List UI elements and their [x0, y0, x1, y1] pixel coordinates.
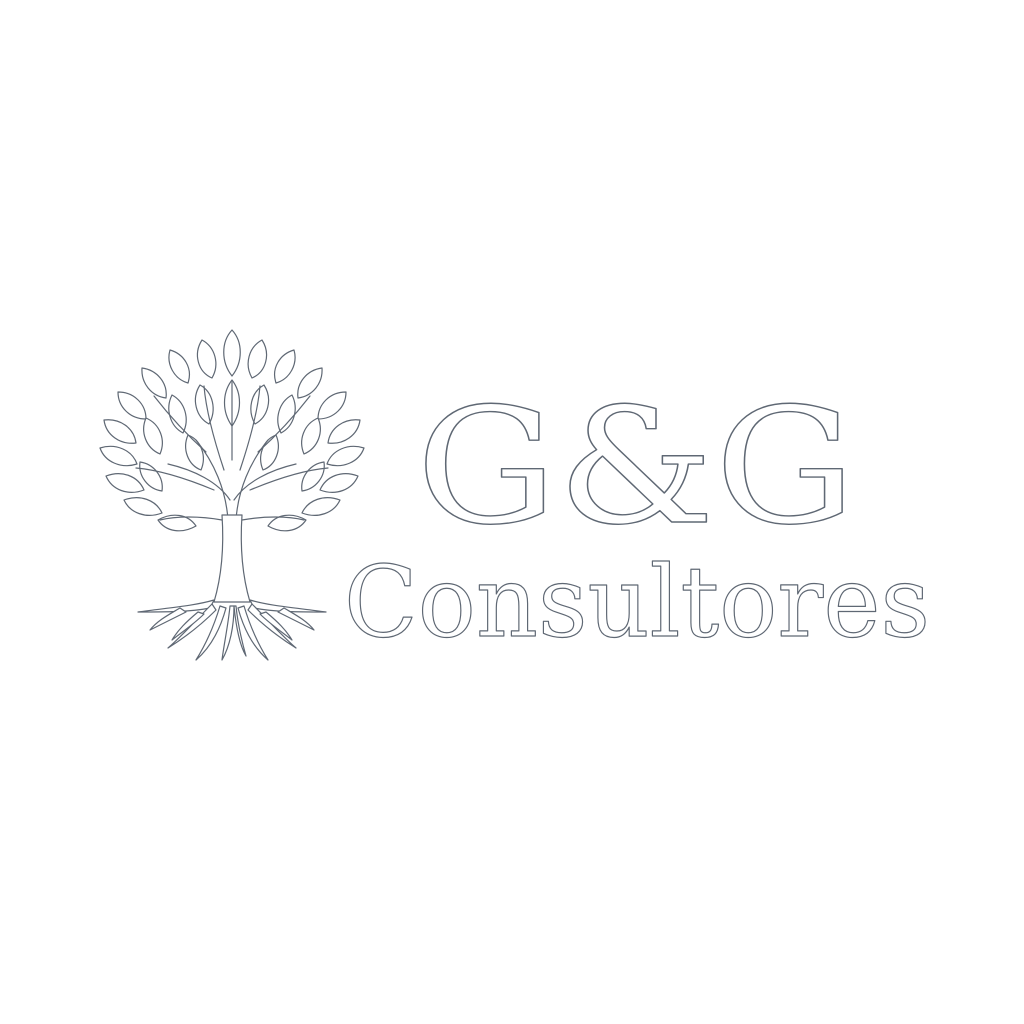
brand-name-line2: Consultores	[344, 546, 930, 660]
tree-branches	[135, 381, 329, 521]
tree-with-roots-icon	[99, 329, 365, 661]
tree-roots	[137, 599, 327, 661]
tree-trunk	[213, 514, 251, 603]
brand-name-line1: G&G	[416, 373, 856, 560]
